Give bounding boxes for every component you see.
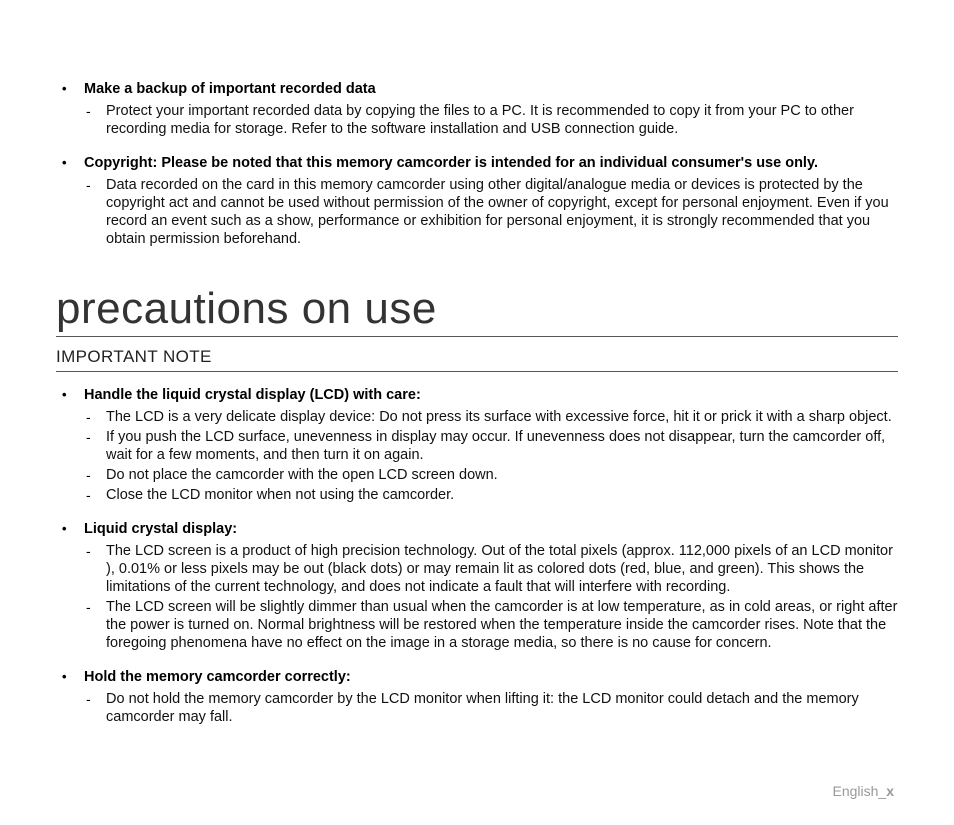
note-bullet-2-label: Hold the memory camcorder correctly: [84,668,351,686]
note-sub-1-0: - The LCD screen is a product of high pr… [84,542,898,596]
sub-dash: - [84,176,106,248]
note-sub-2-0-text: Do not hold the memory camcorder by the … [106,690,898,726]
page-title: precautions on use [56,284,898,337]
notes-section: • Handle the liquid crystal display (LCD… [56,386,898,726]
note-sub-2-0: - Do not hold the memory camcorder by th… [84,690,898,726]
note-bullet-1: • Liquid crystal display: [56,520,898,538]
note-bullet-2: • Hold the memory camcorder correctly: [56,668,898,686]
bullet-dot: • [56,668,84,686]
note-sub-0-2: - Do not place the camcorder with the op… [84,466,898,484]
sub-dash: - [84,102,106,138]
bullet-dot: • [56,520,84,538]
sub-dash: - [84,428,106,464]
top-section: • Make a backup of important recorded da… [56,80,898,248]
top-sub-0-0-text: Protect your important recorded data by … [106,102,898,138]
note-bullet-0-label: Handle the liquid crystal display (LCD) … [84,386,421,404]
note-sub-0-3-text: Close the LCD monitor when not using the… [106,486,454,504]
note-sub-1-1: - The LCD screen will be slightly dimmer… [84,598,898,652]
sub-dash: - [84,486,106,504]
note-sub-0-0: - The LCD is a very delicate display dev… [84,408,898,426]
note-sub-1-1-text: The LCD screen will be slightly dimmer t… [106,598,898,652]
sub-dash: - [84,598,106,652]
footer-page: x [886,783,894,799]
bullet-dot: • [56,80,84,98]
note-sub-0-1: - If you push the LCD surface, unevennes… [84,428,898,464]
footer-lang: English_ [833,783,887,799]
note-sub-0-2-text: Do not place the camcorder with the open… [106,466,498,484]
note-bullet-0: • Handle the liquid crystal display (LCD… [56,386,898,404]
top-sub-1-0: - Data recorded on the card in this memo… [84,176,898,248]
page-footer: English_x [833,783,895,799]
top-bullet-1-label: Copyright: Please be noted that this mem… [84,154,818,172]
note-sub-0-3: - Close the LCD monitor when not using t… [84,486,898,504]
top-sub-0-0: - Protect your important recorded data b… [84,102,898,138]
top-bullet-0-label: Make a backup of important recorded data [84,80,376,98]
note-bullet-1-label: Liquid crystal display: [84,520,237,538]
sub-dash: - [84,408,106,426]
top-bullet-1: • Copyright: Please be noted that this m… [56,154,898,172]
section-subtitle: IMPORTANT NOTE [56,347,898,372]
top-sub-1-0-text: Data recorded on the card in this memory… [106,176,898,248]
sub-dash: - [84,466,106,484]
top-bullet-0: • Make a backup of important recorded da… [56,80,898,98]
sub-dash: - [84,690,106,726]
note-sub-0-1-text: If you push the LCD surface, unevenness … [106,428,898,464]
sub-dash: - [84,542,106,596]
note-sub-1-0-text: The LCD screen is a product of high prec… [106,542,898,596]
bullet-dot: • [56,386,84,404]
bullet-dot: • [56,154,84,172]
note-sub-0-0-text: The LCD is a very delicate display devic… [106,408,892,426]
